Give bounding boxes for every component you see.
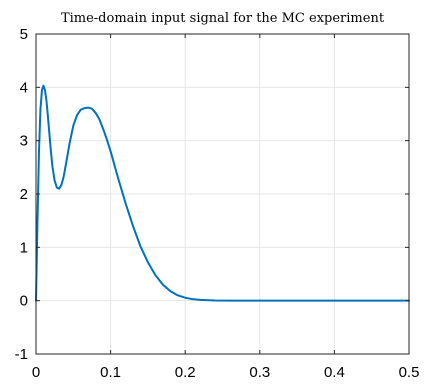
- x-tick-label: 0.1: [100, 364, 121, 381]
- x-tick-label: 0.5: [399, 364, 420, 381]
- y-tick-label: 0: [20, 293, 28, 310]
- y-tick-label: 1: [20, 239, 28, 256]
- series-line-1: [35, 84, 410, 302]
- series-group: [35, 84, 410, 302]
- ticks: [35, 33, 410, 355]
- x-tick-label: 0: [32, 364, 40, 381]
- x-tick-label: 0.4: [324, 364, 345, 381]
- y-tick-label: 5: [20, 26, 28, 43]
- y-tick-label: 2: [20, 186, 28, 203]
- y-tick-label: 4: [20, 79, 28, 96]
- y-tick-label: -1: [15, 346, 28, 363]
- chart-title: Time-domain input signal for the MC expe…: [61, 11, 385, 26]
- x-tick-label: 0.2: [175, 364, 196, 381]
- x-tick-label: 0.3: [249, 364, 270, 381]
- y-tick-label: 3: [20, 133, 28, 150]
- grid: [36, 34, 409, 354]
